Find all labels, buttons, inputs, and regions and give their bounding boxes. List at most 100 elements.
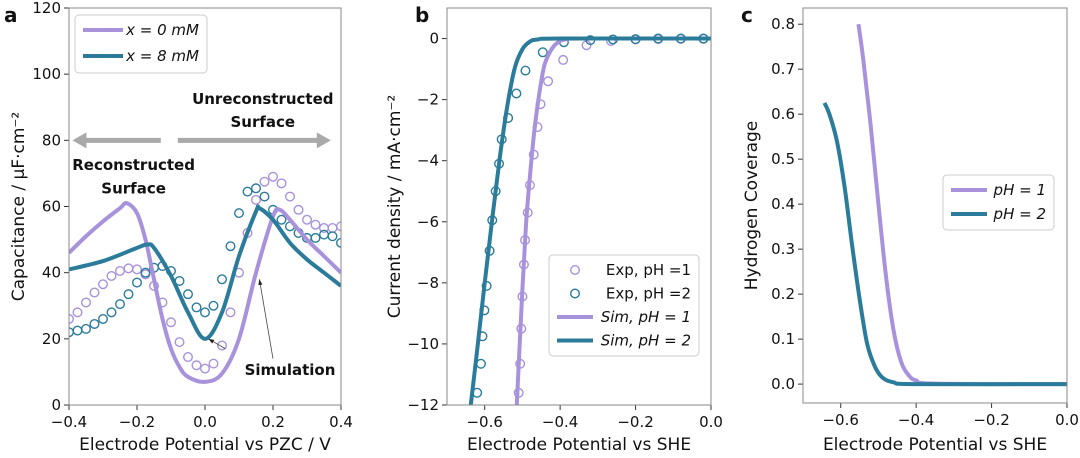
y-tick-label: 0.3: [771, 240, 795, 258]
panel-letter: a: [4, 3, 18, 27]
x-tick-label: 0.4: [329, 413, 353, 431]
plot-frame: [446, 7, 712, 406]
data-point: [80, 323, 91, 334]
y-tick-label: −8: [417, 274, 439, 292]
data-point: [250, 183, 261, 194]
y-tick-label: −4: [417, 152, 439, 170]
data-point: [327, 223, 338, 234]
arrow-head-icon: [72, 132, 87, 149]
data-point: [225, 307, 236, 318]
y-tick-label: 80: [42, 131, 61, 149]
x-tick-label: −0.6: [466, 413, 502, 431]
panel-a: a −0.4 −0.2 0.0 0.2 0.4 0 20 40 60 80 100 120 Electro…: [4, 0, 353, 455]
y-tick-label: 0.8: [771, 15, 795, 33]
legend-label: x = 0 mM: [125, 21, 199, 39]
data-point: [131, 277, 142, 288]
x-tick-label: −0.4: [51, 413, 87, 431]
data-point: [537, 47, 548, 58]
annotation: Reconstructed: [72, 156, 195, 174]
y-tick-label: 0.0: [771, 375, 795, 393]
data-point: [182, 289, 193, 300]
legend-label: Exp, pH =2: [606, 285, 691, 303]
data-point: [310, 219, 321, 230]
data-point: [80, 297, 91, 308]
legend-marker-swatch: [570, 265, 581, 276]
data-point: [182, 352, 193, 363]
x-tick-label: −0.4: [542, 413, 578, 431]
data-point: [140, 267, 151, 278]
data-point: [72, 307, 83, 318]
y-tick-label: 0: [429, 30, 439, 48]
data-point: [69, 313, 74, 324]
y-tick-label: −10: [407, 335, 439, 353]
y-axis-label: Hydrogen Coverage: [742, 121, 762, 291]
arrow-head-icon: [208, 338, 215, 344]
legend-label: pH = 1: [993, 181, 1046, 199]
y-tick-label: 120: [32, 0, 61, 17]
y-tick-label: 20: [42, 330, 61, 348]
series-line-ph-2: [822, 102, 1067, 387]
data-point: [114, 266, 125, 277]
data-point: [259, 191, 270, 202]
legend: pH = 1 pH = 2: [942, 174, 1055, 231]
legend-label: Sim, pH = 2: [601, 332, 691, 350]
series-line-sim-ph-2: [468, 36, 711, 405]
pointer-arrow: [259, 279, 274, 359]
y-axis-label: Capacitance / μF·cm⁻²: [9, 112, 29, 301]
data-point: [276, 178, 287, 189]
data-point: [89, 318, 100, 329]
data-point: [285, 191, 296, 202]
x-axis-label: Electrode Potential vs SHE: [467, 435, 691, 455]
x-tick-label: 0.2: [261, 413, 285, 431]
y-tick-label: 40: [42, 264, 61, 282]
plot-frame: [68, 7, 342, 406]
y-tick-label: 60: [42, 198, 61, 216]
data-point: [106, 270, 117, 281]
annotation: Surface: [231, 113, 296, 131]
y-tick-label: 0.7: [771, 60, 795, 78]
plot-frame: [802, 7, 1068, 404]
data-point: [114, 299, 125, 310]
arrow-head-icon: [316, 132, 331, 149]
x-tick-label: −0.4: [898, 411, 934, 429]
y-tick-label: 0.6: [771, 105, 795, 123]
data-point: [327, 231, 338, 242]
data-point: [72, 325, 83, 336]
plot-area: [69, 171, 341, 384]
x-axis-label: Electrode Potential vs PZC / V: [79, 435, 331, 455]
legend-marker-swatch: [570, 288, 581, 299]
y-tick-label: 0.1: [771, 330, 795, 348]
panel-c: c −0.6 −0.4 −0.2 0.0 0.0 0.1 0.2 0.3 0.4 0.5 0.6 0.7…: [741, 3, 1079, 455]
data-point: [302, 214, 313, 225]
y-axis-label: Current density / mA·cm⁻²: [385, 95, 405, 318]
y-tick-label: −12: [407, 396, 439, 414]
data-point: [543, 76, 554, 87]
legend-label: Sim, pH = 1: [601, 308, 691, 326]
data-point: [216, 340, 227, 351]
data-point: [268, 171, 279, 182]
panel-b: b −0.6 −0.4 −0.2 0.0 0 −2 −4 −6 −8 −10 −12 Electrode…: [385, 3, 723, 455]
y-tick-label: 0: [51, 396, 61, 414]
x-tick-label: 0.0: [193, 413, 217, 431]
data-point: [511, 88, 522, 99]
x-tick-label: −0.6: [822, 411, 858, 429]
data-point: [89, 287, 100, 298]
x-axis-label: Electrode Potential vs SHE: [823, 435, 1047, 455]
data-point: [310, 232, 321, 243]
plot-area: [468, 33, 711, 405]
data-point: [208, 300, 219, 311]
legend-label: Exp, pH =1: [606, 261, 691, 279]
data-point: [97, 279, 108, 290]
data-point: [259, 176, 270, 187]
data-point: [336, 221, 341, 232]
data-point: [208, 358, 219, 369]
x-tick-label: 0.0: [1055, 411, 1079, 429]
data-point: [336, 237, 341, 248]
data-point: [558, 54, 569, 65]
x-tick-label: 0.0: [699, 413, 723, 431]
data-point: [276, 214, 287, 225]
data-point: [225, 241, 236, 252]
legend-label: x = 8 mM: [125, 47, 199, 65]
panel-letter: b: [415, 3, 429, 27]
